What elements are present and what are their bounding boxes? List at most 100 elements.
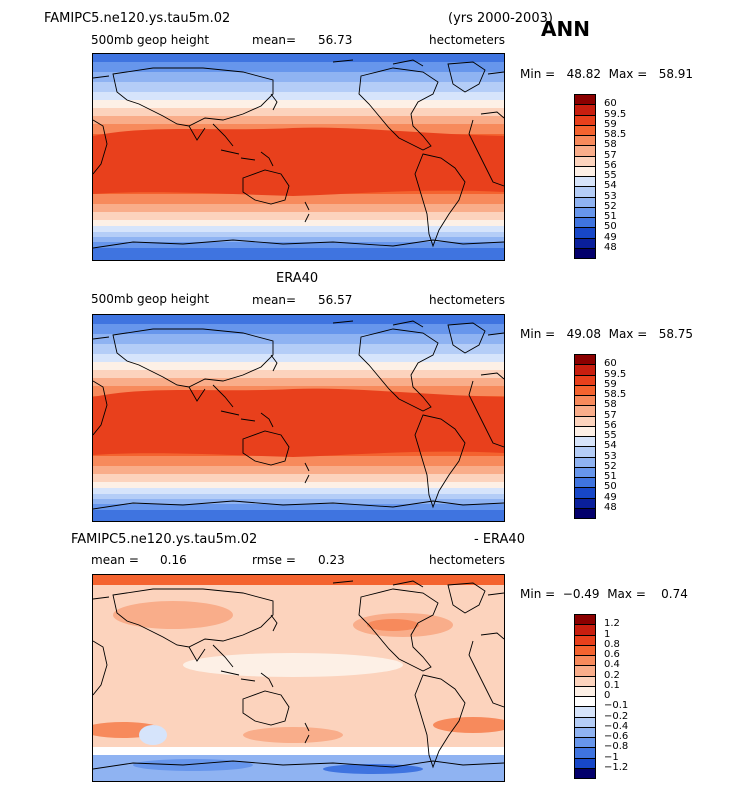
panel3-mean-label: mean =	[91, 553, 139, 567]
japan-coastline	[270, 354, 278, 372]
colorbar-label: 0.6	[604, 649, 620, 660]
colorbar-label: 49	[604, 231, 617, 243]
south-america-coastline	[414, 414, 466, 509]
australia-coastline	[242, 430, 290, 466]
colorbar-label: 58	[604, 139, 617, 151]
colorbar-label: 0	[604, 690, 611, 701]
colorbar-label: 59.5	[604, 368, 627, 380]
panel2-min-max: Min = 49.08 Max = 58.75	[520, 327, 694, 341]
colorbar-label: 57	[604, 409, 617, 421]
lat-band-18	[93, 248, 504, 260]
panel1-units: hectometers	[429, 33, 505, 47]
colorbar-label: 0.2	[604, 669, 620, 681]
colorbar-label: 1	[604, 628, 611, 640]
lat-band-12	[93, 212, 504, 220]
colorbar-swatch	[574, 247, 596, 259]
colorbar-label: 0.4	[604, 659, 620, 671]
new-zealand-coastline	[304, 462, 310, 484]
new-zealand-coastline	[304, 201, 310, 223]
greenland-coastline	[447, 322, 486, 354]
colorbar-label: −1.2	[604, 761, 629, 773]
colorbar-label: 59	[604, 118, 617, 130]
arctic-islands-coastline	[332, 320, 424, 328]
colorbar-label: −0.8	[604, 741, 629, 753]
colorbar-label: −0.4	[604, 720, 629, 732]
map-field	[93, 54, 504, 260]
colorbar-label: 0.8	[604, 638, 620, 650]
lat-band-14	[93, 488, 504, 494]
lat-band-3	[93, 82, 504, 92]
colorbar-label: 58.5	[604, 389, 627, 400]
panel3-min-max: Min = −0.49 Max = 0.74	[520, 587, 688, 601]
colorbar-label: 53	[604, 450, 617, 462]
colorbar-label: 48	[604, 501, 617, 513]
colorbar-label: 49	[604, 491, 617, 503]
lat-band-17	[93, 242, 504, 248]
colorbar-label: 58	[604, 399, 617, 411]
lat-band-12	[93, 474, 504, 482]
diff-north-pole-band	[93, 575, 504, 585]
lat-band-13	[93, 220, 504, 226]
colorbar-label: 55	[604, 430, 617, 441]
panel3-mean-value: 0.16	[160, 553, 187, 567]
south-asia-coastline	[188, 644, 234, 668]
colorbar-label: 0.1	[604, 679, 620, 691]
lat-band-18	[93, 510, 504, 521]
lat-band-2	[93, 334, 504, 344]
north-america-coastline	[358, 328, 439, 412]
anomaly-blob	[139, 725, 167, 745]
colorbar-label: 56	[604, 159, 617, 171]
australia-coastline	[242, 169, 290, 205]
europe-coastline	[93, 592, 504, 600]
australia-coastline	[242, 690, 290, 726]
colorbar-swatch	[574, 767, 596, 779]
panel3-rmse-label: rmse =	[252, 553, 296, 567]
asia-coastline	[112, 67, 274, 127]
lat-band-7	[93, 116, 504, 124]
lat-band-15	[93, 494, 504, 499]
colorbar-label: 59	[604, 378, 617, 390]
south-america-coastline	[414, 674, 466, 769]
panel3-map	[92, 574, 505, 782]
colorbar-label: −0.2	[604, 710, 629, 722]
anomaly-blob	[183, 653, 403, 677]
map-field	[93, 575, 504, 781]
colorbar-label: 57	[604, 149, 617, 161]
anomaly-blob	[113, 601, 233, 629]
south-asia-coastline	[188, 384, 234, 408]
map-field	[93, 315, 504, 521]
colorbar-label: 54	[604, 180, 617, 192]
europe-coastline	[93, 71, 504, 79]
colorbar-swatch	[574, 507, 596, 519]
lat-band-6	[93, 108, 504, 116]
antarctica-coastline	[93, 239, 504, 249]
panel1-variable: 500mb geop height	[91, 33, 210, 47]
lat-band-17	[93, 504, 504, 510]
lat-band-16	[93, 237, 504, 242]
greenland-coastline	[447, 582, 486, 614]
lat-band-10	[93, 456, 504, 466]
anomaly-blob	[243, 727, 343, 743]
colorbar-label: 50	[604, 221, 617, 233]
panel2-variable: 500mb geop height	[91, 292, 210, 306]
colorbar-label: 52	[604, 200, 617, 212]
panel1-mean-label: mean=	[252, 33, 297, 47]
colorbar-label: −0.1	[604, 700, 629, 712]
lat-band-0	[93, 54, 504, 62]
panel2-map	[92, 314, 505, 522]
panel2-mean-label: mean=	[252, 293, 297, 307]
arctic-islands-coastline	[332, 580, 424, 588]
japan-coastline	[270, 614, 278, 632]
lat-band-14	[93, 226, 504, 232]
panel2-units: hectometers	[429, 293, 505, 307]
lat-band-2	[93, 72, 504, 82]
colorbar-label: 50	[604, 481, 617, 493]
lat-band-3	[93, 344, 504, 354]
panel3-units: hectometers	[429, 553, 505, 567]
lat-band-5	[93, 100, 504, 108]
panel3-title-left: FAMIPC5.ne120.ys.tau5m.02	[71, 532, 258, 547]
panel1-map	[92, 53, 505, 261]
lat-band-1	[93, 62, 504, 72]
diff-southern-white-band	[93, 747, 504, 757]
